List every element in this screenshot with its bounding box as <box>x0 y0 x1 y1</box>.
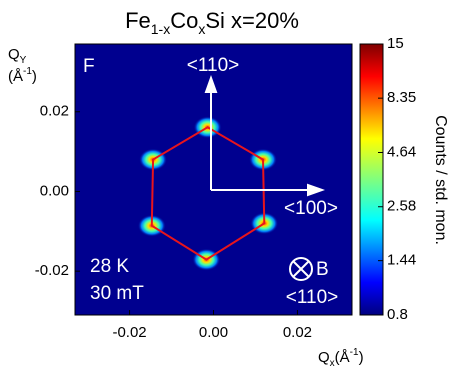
arrows <box>204 75 325 197</box>
annotation: 28 K <box>90 256 129 277</box>
x-axis-label: Qx(Å-1) <box>318 347 364 369</box>
annotation: <110> <box>286 287 338 308</box>
annotation: 30 mT <box>90 283 144 304</box>
x-tick-label: -0.02 <box>112 324 146 341</box>
colorbar-tick-label: 4.64 <box>387 143 416 160</box>
label-part: -1 <box>23 66 32 77</box>
x-tick-label: 0.02 <box>283 324 312 341</box>
label-part: Q <box>318 349 330 366</box>
label-part: Y <box>20 55 27 66</box>
y-tick-label: 0.00 <box>40 182 69 199</box>
colorbar-tick-label: 8.35 <box>387 89 416 106</box>
label-part: ) <box>359 349 364 366</box>
label-part: (Å <box>8 68 23 85</box>
hexagon <box>150 126 266 261</box>
y-tick-label: -0.02 <box>35 262 69 279</box>
y-axis-label: QY (Å-1) <box>8 46 37 85</box>
label-part: Co <box>170 8 198 33</box>
field-symbol <box>289 257 313 281</box>
x-tick-label: 0.00 <box>199 324 228 341</box>
annotation: <100> <box>284 198 338 219</box>
chart-title: Fe1-xCoxSi x=20% <box>125 8 299 37</box>
label-part: x <box>330 358 335 369</box>
label-part: x <box>198 21 205 37</box>
y-tick-label: 0.02 <box>40 103 69 120</box>
label-part: ) <box>32 68 37 85</box>
label-part: (Å <box>335 349 350 366</box>
annotation: B <box>316 259 329 280</box>
colorbar-tick-label: 1.44 <box>387 252 416 269</box>
colorbar-label: Counts / std. mon. <box>432 115 449 245</box>
annotation: <110> <box>187 55 239 76</box>
colorbar-tick-label: 15 <box>387 35 404 52</box>
label-part: Fe <box>125 8 151 33</box>
colorbar-tick-label: 2.58 <box>387 198 416 215</box>
colorbar-tick-label: 0.8 <box>387 306 408 323</box>
label-part: 1-x <box>151 21 170 37</box>
panel-label: F <box>83 56 95 77</box>
label-part: Q <box>8 46 20 63</box>
label-part: -1 <box>350 347 359 358</box>
label-part: Si x=20% <box>205 8 299 33</box>
colorbar <box>359 43 384 316</box>
